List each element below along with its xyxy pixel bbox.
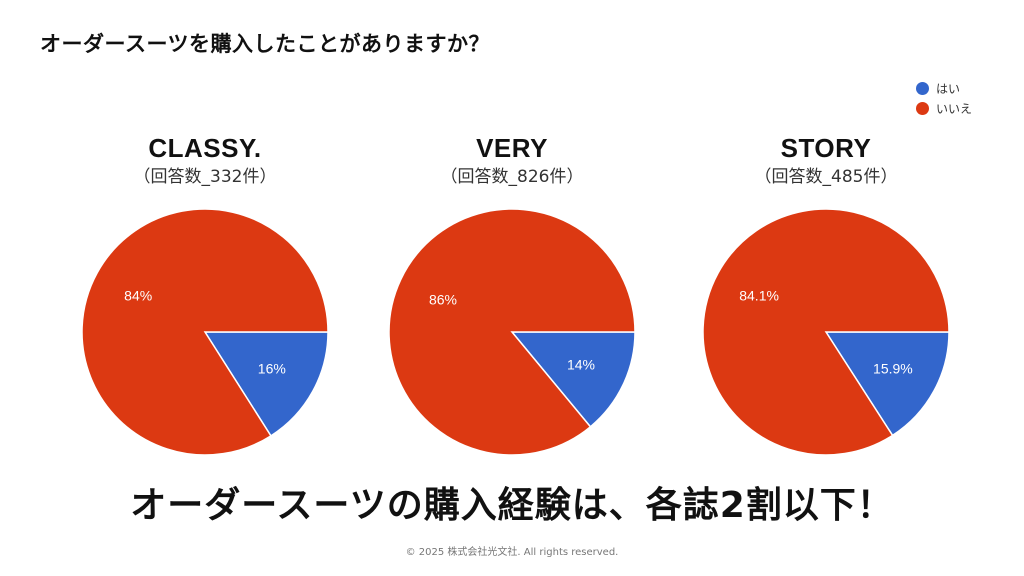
pie-label-no: 86% [429, 292, 457, 308]
question-title: オーダースーツを購入したことがありますか？ [40, 32, 491, 56]
pie-slice-no [81, 208, 329, 456]
copyright-text: © 2025 株式会社光文社. All rights reserved. [405, 547, 619, 558]
pie-label-yes: 16% [258, 361, 286, 377]
legend-swatch-no [916, 101, 929, 115]
chart-subtitle: （回答数_332件） [133, 167, 277, 187]
legend-item-yes: はい [916, 78, 972, 98]
chart-title: STORY [780, 133, 872, 163]
pie-slice-no [702, 208, 950, 456]
pie-slice-yes [824, 331, 950, 437]
legend-swatch-yes [916, 81, 929, 95]
chart-subtitle: （回答数_826件） [440, 167, 584, 187]
pie-slice-no [388, 208, 636, 456]
legend-label-yes: はい [936, 81, 961, 96]
chart-title: CLASSY. [148, 133, 262, 163]
pie-label-yes: 15.9% [873, 361, 913, 377]
legend-label-no: いいえ [936, 101, 973, 116]
chart-story: STORY （回答数_485件） 15.9% 84.1% [696, 132, 956, 456]
legend-item-no: いいえ [916, 98, 972, 118]
chart-title: VERY [476, 133, 548, 163]
chart-subtitle: （回答数_485件） [754, 167, 898, 187]
chart-very: VERY （回答数_826件） 14% 86% [382, 132, 642, 456]
pie-chart: 15.9% 84.1% [702, 208, 950, 456]
pie-label-yes: 14% [567, 357, 595, 373]
conclusion-text: オーダースーツの購入経験は、各誌2割以下！ [130, 485, 894, 526]
pie-chart: 16% 84% [81, 208, 329, 456]
pie-chart: 14% 86% [388, 208, 636, 456]
chart-classy: CLASSY. （回答数_332件） 16% 84% [75, 132, 335, 456]
pie-label-no: 84.1% [739, 288, 779, 304]
pie-slice-yes [510, 331, 636, 428]
pie-slice-yes [203, 331, 329, 437]
chart-legend: はい いいえ [916, 78, 972, 118]
pie-label-no: 84% [124, 287, 152, 303]
